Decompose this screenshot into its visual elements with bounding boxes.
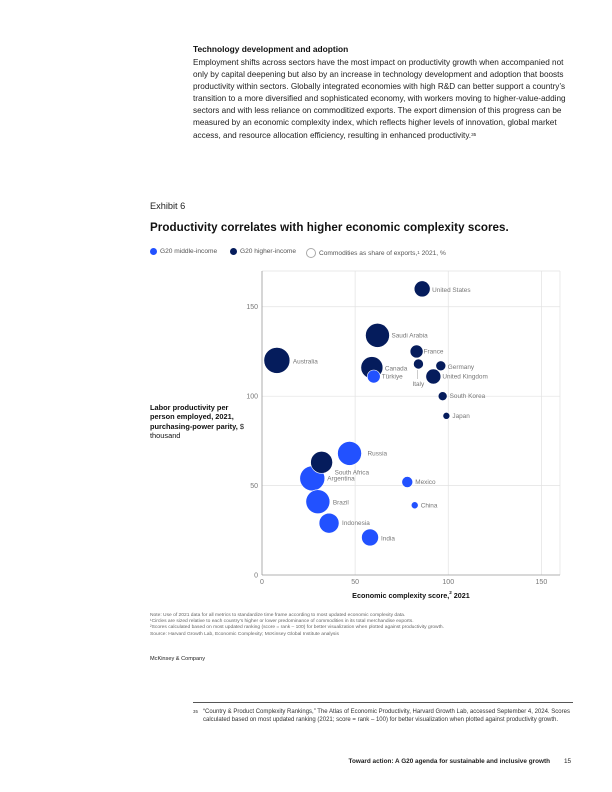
point-label: France (424, 348, 444, 355)
point-label: Türkiye (382, 374, 403, 381)
point-label: United States (432, 287, 470, 294)
point-label: Germany (448, 364, 475, 371)
point-label: Russia (368, 450, 388, 457)
footnote-divider (193, 702, 573, 703)
point-united-kingdom (425, 368, 442, 385)
point-japan (442, 412, 451, 420)
point-label: Italy (412, 381, 425, 388)
x-axis-label: Economic complexity score,2 2021 (262, 590, 560, 600)
point-label: Indonesia (342, 520, 370, 527)
legend-size-suffix: 2021, % (419, 249, 446, 257)
y-tick-label: 100 (246, 393, 258, 400)
section-heading: Technology development and adoption (193, 44, 349, 54)
y-tick-label: 150 (246, 304, 258, 311)
paragraph-text: Employment shifts across sectors have th… (193, 58, 566, 140)
exhibit-label: Exhibit 6 (150, 201, 186, 211)
point-france (409, 344, 424, 359)
point-china (410, 501, 419, 510)
y-tick-label: 0 (254, 572, 258, 579)
point-south-africa (310, 451, 333, 474)
y-axis-label-unit: $ thousand (150, 421, 244, 441)
note-line: ²Scores calculated based on most updated… (150, 625, 445, 631)
point-label: China (421, 502, 438, 509)
x-axis-label-suffix: 2021 (451, 591, 470, 600)
point-united-states (413, 280, 431, 298)
point-indonesia (318, 512, 340, 534)
x-tick-label: 50 (351, 579, 359, 586)
legend-size: Commodities as share of exports, 1 2021, … (306, 248, 446, 258)
chart-title: Productivity correlates with higher econ… (150, 221, 509, 234)
point-india (361, 528, 379, 547)
x-tick-label: 100 (442, 579, 454, 586)
legend-higher-income-swatch (230, 248, 237, 255)
source-line: Source: Harvard Growth Lab, Economic Com… (150, 631, 339, 637)
y-axis-label: Labor productivity per person employed, … (150, 403, 255, 441)
point-saudi-arabia (365, 323, 390, 348)
x-tick-label: 0 (260, 579, 264, 586)
legend-middle-income-swatch (150, 248, 157, 255)
body-paragraph: Employment shifts across sectors have th… (193, 57, 573, 142)
legend-higher-income-label: G20 higher-income (240, 248, 297, 255)
x-axis-label-text: Economic complexity score, (352, 591, 450, 600)
footnote-marker: 35 (471, 131, 477, 137)
y-axis-label-text: Labor productivity per person employed, … (150, 403, 238, 431)
point-label: South Africa (335, 469, 370, 476)
point-label: India (381, 535, 395, 542)
legend-size-marker: 1 (417, 249, 420, 255)
point-label: United Kingdom (442, 374, 487, 381)
point-brazil (305, 489, 331, 514)
point-italy (413, 358, 424, 370)
point-south-korea (437, 391, 448, 401)
x-axis-label-marker: 2 (449, 590, 452, 595)
page-number: 15 (564, 758, 572, 765)
point-germany (435, 360, 447, 372)
legend-size-swatch (306, 248, 316, 258)
point-label: South Korea (450, 393, 486, 400)
y-tick-label: 50 (250, 483, 258, 490)
x-tick-label: 150 (536, 579, 548, 586)
point-label: Saudi Arabia (391, 332, 428, 339)
point-label: Japan (452, 413, 470, 420)
point-russia (337, 441, 362, 466)
note-line: ¹Circles are sized relative to each coun… (150, 619, 414, 625)
legend-size-label: Commodities as share of exports, (319, 249, 418, 257)
point-t-rkiye (366, 369, 381, 384)
point-label: Australia (293, 358, 318, 365)
note-line: Note: Use of 2021 data for all metrics t… (150, 613, 406, 618)
brand-credit: McKinsey & Company (150, 656, 206, 662)
point-label: Brazil (333, 500, 349, 507)
footnote-number: 35 (193, 709, 198, 714)
legend-higher-income: G20 higher-income (230, 248, 296, 255)
footnote-text: “Country & Product Complexity Rankings,”… (203, 709, 570, 723)
footnote: 35 “Country & Product Complexity Ranking… (193, 708, 573, 724)
legend-middle-income: G20 middle-income (150, 248, 217, 255)
chart-notes: Note: Use of 2021 data for all metrics t… (150, 613, 550, 638)
point-mexico (401, 476, 414, 488)
point-label: Argentina (327, 475, 355, 482)
running-title: Toward action: A G20 agenda for sustaina… (348, 758, 550, 765)
point-label: Canada (385, 366, 408, 373)
legend-middle-income-label: G20 middle-income (160, 248, 218, 255)
point-label: Mexico (415, 479, 436, 486)
point-australia (263, 347, 291, 374)
